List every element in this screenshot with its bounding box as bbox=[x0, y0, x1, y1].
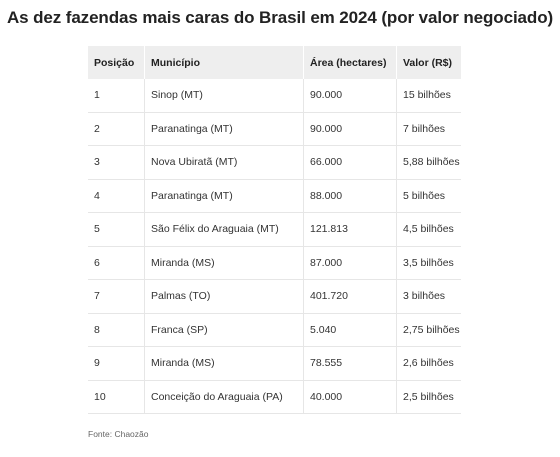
cell-position: 2 bbox=[88, 112, 145, 146]
table-row: 4 Paranatinga (MT) 88.000 5 bilhões bbox=[88, 179, 461, 213]
cell-area: 40.000 bbox=[303, 380, 397, 414]
table-row: 10 Conceição do Araguaia (PA) 40.000 2,5… bbox=[88, 380, 461, 414]
cell-municipality: Palmas (TO) bbox=[144, 279, 304, 314]
cell-municipality: Sinop (MT) bbox=[144, 79, 304, 113]
cell-position: 4 bbox=[88, 179, 145, 213]
cell-area: 88.000 bbox=[303, 179, 397, 213]
cell-value: 2,6 bilhões bbox=[396, 346, 461, 381]
farms-table: Posição Município Área (hectares) Valor … bbox=[88, 46, 461, 414]
cell-municipality: Paranatinga (MT) bbox=[144, 179, 304, 213]
cell-value: 15 bilhões bbox=[396, 79, 461, 113]
cell-municipality: Nova Ubiratã (MT) bbox=[144, 145, 304, 180]
cell-value: 7 bilhões bbox=[396, 112, 461, 146]
cell-area: 5.040 bbox=[303, 313, 397, 347]
cell-position: 1 bbox=[88, 79, 145, 113]
table-title: As dez fazendas mais caras do Brasil em … bbox=[6, 8, 554, 27]
cell-position: 6 bbox=[88, 246, 145, 280]
cell-value: 5,88 bilhões bbox=[396, 145, 461, 180]
cell-area: 401.720 bbox=[303, 279, 397, 314]
cell-municipality: Miranda (MS) bbox=[144, 346, 304, 381]
cell-area: 66.000 bbox=[303, 145, 397, 180]
cell-value: 4,5 bilhões bbox=[396, 212, 461, 247]
source-note: Fonte: Chaozão bbox=[88, 429, 149, 439]
cell-municipality: Paranatinga (MT) bbox=[144, 112, 304, 146]
cell-area: 90.000 bbox=[303, 79, 397, 113]
table-row: 7 Palmas (TO) 401.720 3 bilhões bbox=[88, 279, 461, 314]
cell-municipality: Conceição do Araguaia (PA) bbox=[144, 380, 304, 414]
cell-value: 3 bilhões bbox=[396, 279, 461, 314]
table-row: 8 Franca (SP) 5.040 2,75 bilhões bbox=[88, 313, 461, 347]
cell-position: 9 bbox=[88, 346, 145, 381]
header-area: Área (hectares) bbox=[303, 46, 397, 79]
cell-position: 10 bbox=[88, 380, 145, 414]
cell-position: 8 bbox=[88, 313, 145, 347]
cell-position: 5 bbox=[88, 212, 145, 247]
table-header: Posição Município Área (hectares) Valor … bbox=[88, 46, 461, 79]
header-municipality: Município bbox=[144, 46, 304, 79]
cell-position: 7 bbox=[88, 279, 145, 314]
cell-value: 5 bilhões bbox=[396, 179, 461, 213]
header-row: Posição Município Área (hectares) Valor … bbox=[88, 46, 461, 79]
table-row: 9 Miranda (MS) 78.555 2,6 bilhões bbox=[88, 346, 461, 381]
cell-value: 2,5 bilhões bbox=[396, 380, 461, 414]
table-row: 5 São Félix do Araguaia (MT) 121.813 4,5… bbox=[88, 212, 461, 247]
cell-area: 87.000 bbox=[303, 246, 397, 280]
cell-value: 2,75 bilhões bbox=[396, 313, 461, 347]
table-row: 3 Nova Ubiratã (MT) 66.000 5,88 bilhões bbox=[88, 145, 461, 180]
cell-value: 3,5 bilhões bbox=[396, 246, 461, 280]
table-row: 6 Miranda (MS) 87.000 3,5 bilhões bbox=[88, 246, 461, 280]
header-value: Valor (R$) bbox=[396, 46, 461, 79]
table-row: 1 Sinop (MT) 90.000 15 bilhões bbox=[88, 79, 461, 113]
cell-municipality: Miranda (MS) bbox=[144, 246, 304, 280]
table-body: 1 Sinop (MT) 90.000 15 bilhões 2 Paranat… bbox=[88, 79, 461, 414]
cell-area: 121.813 bbox=[303, 212, 397, 247]
table-row: 2 Paranatinga (MT) 90.000 7 bilhões bbox=[88, 112, 461, 146]
cell-municipality: São Félix do Araguaia (MT) bbox=[144, 212, 304, 247]
cell-municipality: Franca (SP) bbox=[144, 313, 304, 347]
cell-position: 3 bbox=[88, 145, 145, 180]
header-position: Posição bbox=[88, 46, 145, 79]
cell-area: 78.555 bbox=[303, 346, 397, 381]
cell-area: 90.000 bbox=[303, 112, 397, 146]
